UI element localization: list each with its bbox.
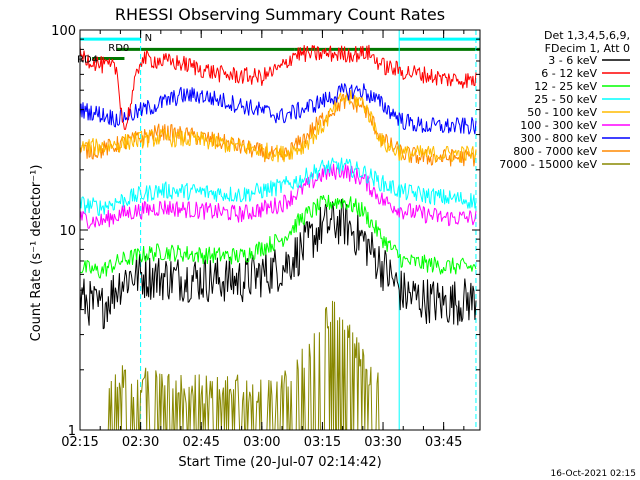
legend-label-0: 3 - 6 keV: [548, 54, 597, 67]
x-tick-label-0: 02:15: [61, 435, 98, 450]
y-axis-label: Count Rate (s⁻¹ detector⁻¹): [29, 165, 44, 342]
series-line-4: [79, 90, 477, 163]
legend-label-7: 800 - 7000 keV: [513, 145, 597, 158]
series-line-5: [79, 163, 477, 229]
annotation-n: N: [145, 33, 152, 44]
annotations: RD0 RD4 N: [77, 33, 152, 65]
legend-header-0: Det 1,3,4,5,6,9,: [544, 29, 630, 42]
axes: 02:15 02:30 02:45 03:00 03:15 03:30 03:45 1 10 10…: [51, 24, 480, 450]
legend-label-4: 50 - 100 keV: [527, 106, 597, 119]
x-tick-label-5: 03:30: [364, 435, 401, 450]
legend-header-1: FDecim 1, Att 0: [545, 42, 630, 55]
x-axis-label: Start Time (20-Jul-07 02:14:42): [178, 455, 381, 470]
legend-label-1: 6 - 12 keV: [541, 67, 597, 80]
legend: Det 1,3,4,5,6,9,FDecim 1, Att 03 - 6 keV…: [499, 29, 630, 171]
legend-label-5: 100 - 300 keV: [520, 119, 597, 132]
footer-date: 16-Oct-2021 02:15: [551, 469, 636, 479]
legend-label-2: 12 - 25 keV: [534, 80, 597, 93]
observing-flag-bars: [80, 37, 480, 61]
x-tick-label-2: 02:45: [182, 435, 219, 450]
legend-label-6: 300 - 800 keV: [520, 132, 597, 145]
plot-frame: [79, 29, 481, 431]
series-line-0: [79, 198, 477, 330]
series-line-8: [107, 300, 383, 431]
x-tick-label-3: 03:00: [243, 435, 280, 450]
series-line-2: [80, 194, 477, 279]
legend-label-3: 25 - 50 keV: [534, 93, 597, 106]
y-tick-label-1: 10: [59, 224, 76, 239]
y-tick-label-2: 100: [51, 24, 76, 39]
legend-label-8: 7000 - 15000 keV: [499, 158, 597, 171]
chart-title: RHESSI Observing Summary Count Rates: [115, 5, 445, 24]
count-rate-series: [79, 44, 477, 431]
series-line-3: [79, 157, 477, 217]
x-tick-label-6: 03:45: [425, 435, 462, 450]
interval-markers: [79, 30, 477, 430]
y-tick-label-0: 1: [68, 424, 76, 439]
annotation-rd0: RD0: [108, 43, 129, 54]
series-line-1: [79, 44, 477, 130]
x-tick-label-1: 02:30: [122, 435, 159, 450]
series-line-6: [79, 83, 477, 135]
x-tick-label-4: 03:15: [304, 435, 341, 450]
annotation-rd4: RD4: [77, 55, 98, 66]
